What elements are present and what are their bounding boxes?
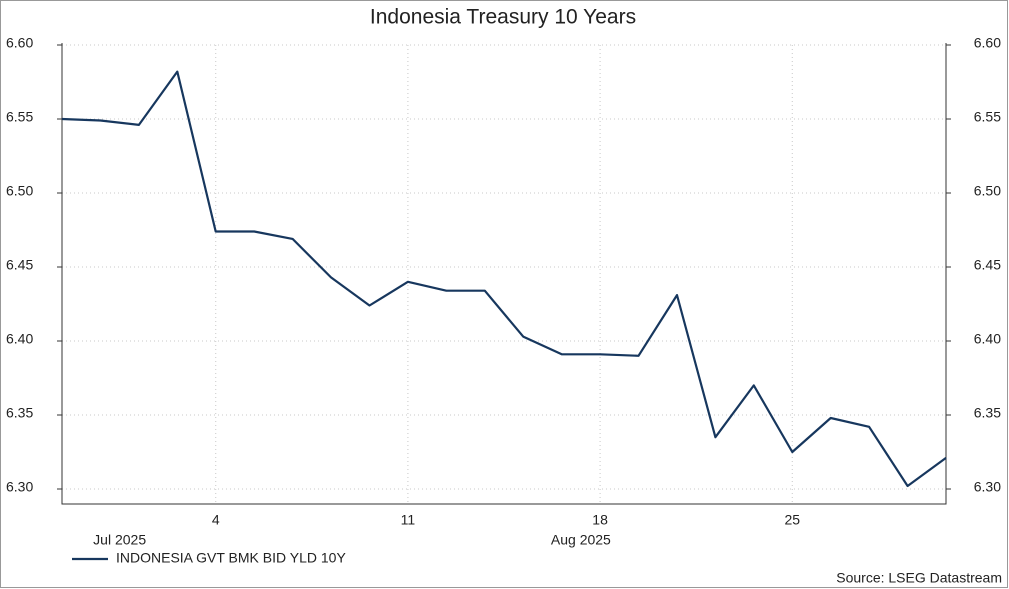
line	[61, 70, 947, 488]
y-tick-label: 6.45	[6, 257, 33, 273]
x-tick-label: 25	[784, 512, 800, 528]
axis-frame	[61, 43, 947, 505]
y2-tick-label: 6.55	[974, 109, 1001, 125]
legend-label: INDONESIA GVT BMK BID YLD 10Y	[116, 550, 346, 566]
x-tick-label: 11	[401, 512, 416, 528]
x-tick-label: 18	[592, 512, 608, 528]
y-tick-label: 6.30	[6, 479, 33, 495]
x-group-label: Jul 2025	[93, 532, 146, 548]
x-tick-label: 4	[212, 512, 220, 528]
y-tick-label: 6.60	[6, 35, 33, 51]
y2-tick-label: 6.60	[974, 35, 1001, 51]
y2-tick-label: 6.30	[974, 479, 1001, 495]
y-tick-label: 6.35	[6, 405, 33, 421]
y-tick-label: 6.40	[6, 331, 33, 347]
y2-tick-label: 6.35	[974, 405, 1001, 421]
y2-tick-label: 6.40	[974, 331, 1001, 347]
y2-tick-label: 6.45	[974, 257, 1001, 273]
y-tick-label: 6.55	[6, 109, 33, 125]
y2-tick-label: 6.50	[974, 183, 1001, 199]
y-tick-label: 6.50	[6, 183, 33, 199]
x-group-label: Aug 2025	[551, 532, 611, 548]
source: Source: LSEG Datastream	[836, 570, 1002, 586]
chart-title: Indonesia Treasury 10 Years	[370, 6, 636, 29]
